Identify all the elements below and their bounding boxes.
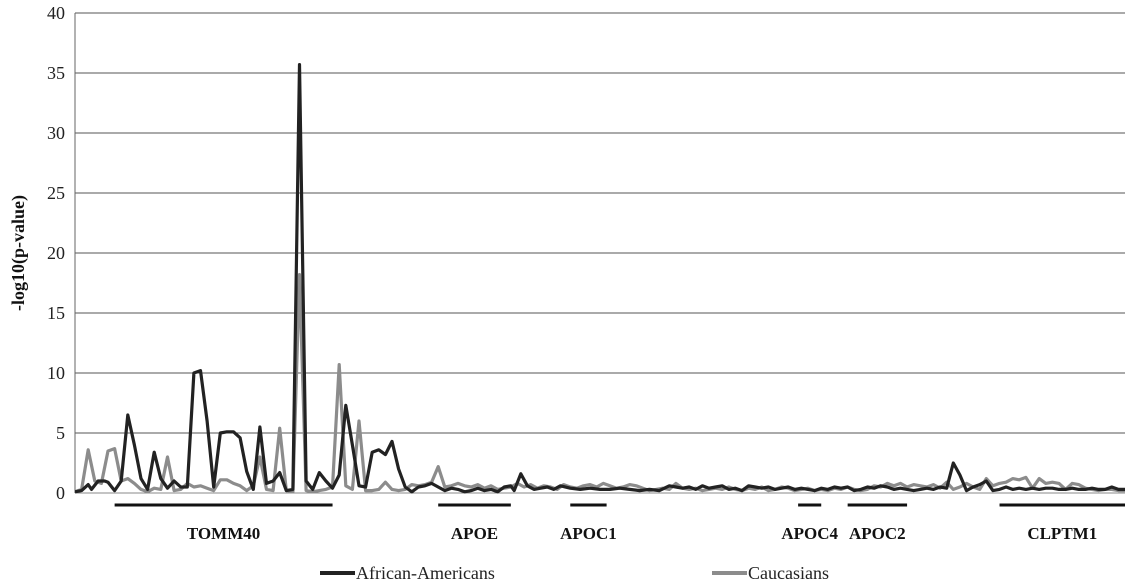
y-tick-label: 20 bbox=[47, 243, 65, 263]
y-tick-label: 30 bbox=[47, 123, 65, 143]
gene-track: TOMM40 APOE APOC1 APOC4 APOC2 CLPTM1 bbox=[114, 503, 1125, 543]
gene-label-apoc2: APOC2 bbox=[849, 524, 906, 543]
y-axis-label: -log10(p-value) bbox=[8, 195, 29, 311]
gridlines bbox=[75, 12, 1125, 494]
gene-label-tomm40: TOMM40 bbox=[187, 524, 260, 543]
y-tick-label: 0 bbox=[56, 483, 65, 503]
gene-label-apoc1: APOC1 bbox=[560, 524, 617, 543]
y-tick-label: 25 bbox=[47, 183, 65, 203]
y-tick-label: 35 bbox=[47, 63, 65, 83]
y-tick-label: 5 bbox=[56, 423, 65, 443]
series-lines bbox=[74, 62, 1125, 494]
legend-label: African-Americans bbox=[356, 563, 495, 583]
y-tick-label: 40 bbox=[47, 3, 65, 23]
y-axis-tick-labels: 0 5 10 15 20 25 30 35 40 bbox=[47, 3, 65, 503]
gene-label-clptm1: CLPTM1 bbox=[1027, 524, 1097, 543]
gene-label-apoe: APOE bbox=[451, 524, 498, 543]
gene-label-apoc4: APOC4 bbox=[781, 524, 838, 543]
y-tick-label: 15 bbox=[47, 303, 65, 323]
series-line-african-americans bbox=[74, 62, 1125, 494]
legend-label: Caucasians bbox=[748, 563, 829, 583]
y-tick-label: 10 bbox=[47, 363, 65, 383]
legend: African-Americans Caucasians bbox=[320, 563, 829, 583]
series-line-caucasians bbox=[74, 273, 1125, 494]
